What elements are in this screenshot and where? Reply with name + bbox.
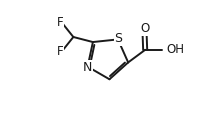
Text: F: F [57,16,63,29]
Text: OH: OH [166,43,184,56]
Text: N: N [83,61,92,74]
Text: F: F [57,45,63,58]
Text: S: S [115,32,123,45]
Text: O: O [140,22,149,35]
